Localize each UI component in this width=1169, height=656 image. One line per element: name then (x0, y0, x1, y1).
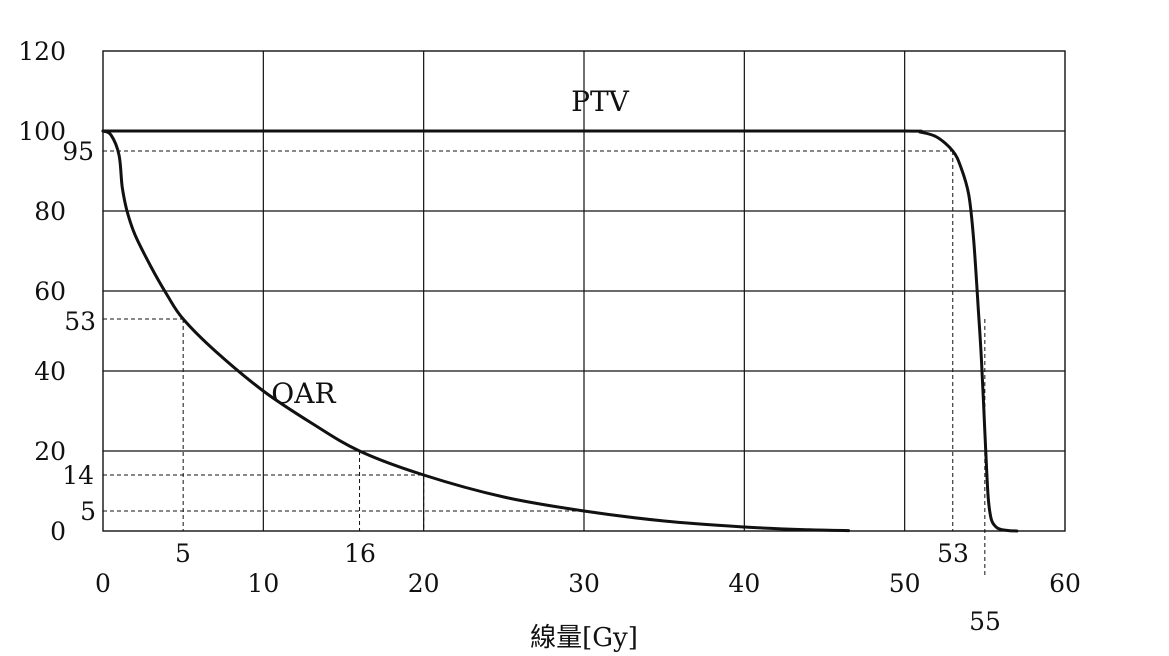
dose-marker-label: 16 (344, 539, 376, 568)
series-line-ptv (101, 129, 1019, 533)
tick-labels: 0 20 40 60 80 100 120 0 10 20 30 40 50 60 (18, 37, 1081, 598)
y-tick-label: 60 (34, 277, 66, 306)
curves (101, 129, 1019, 533)
x-axis-label: 線量[Gy] (530, 623, 638, 653)
curve-label-ptv: PTV (571, 85, 630, 118)
x-tick-label: 60 (1049, 569, 1081, 598)
x-tick-label: 20 (408, 569, 440, 598)
x-tick-label: 10 (247, 569, 279, 598)
reference-value-label: 14 (62, 461, 94, 490)
reference-lines (103, 150, 986, 575)
curve-label-oar: OAR (271, 377, 336, 410)
dose-marker-label: 5 (175, 539, 191, 568)
series-line-oar (101, 129, 851, 533)
reference-value-label: 95 (62, 137, 94, 166)
y-tick-label: 20 (34, 437, 66, 466)
x-tick-label: 0 (95, 569, 111, 598)
reference-value-label: 5 (80, 497, 96, 526)
reference-value-label: 53 (64, 307, 96, 336)
grid (102, 50, 1066, 532)
y-tick-label: 80 (34, 197, 66, 226)
y-tick-label: 120 (18, 37, 66, 66)
y-tick-label: 40 (34, 357, 66, 386)
x-tick-label: 40 (728, 569, 760, 598)
y-tick-label: 100 (18, 117, 66, 146)
x-tick-label: 30 (568, 569, 600, 598)
dose-marker-label: 55 (969, 607, 1001, 636)
x-tick-label: 50 (889, 569, 921, 598)
y-tick-label: 0 (50, 517, 66, 546)
dose-marker-label: 53 (937, 539, 969, 568)
